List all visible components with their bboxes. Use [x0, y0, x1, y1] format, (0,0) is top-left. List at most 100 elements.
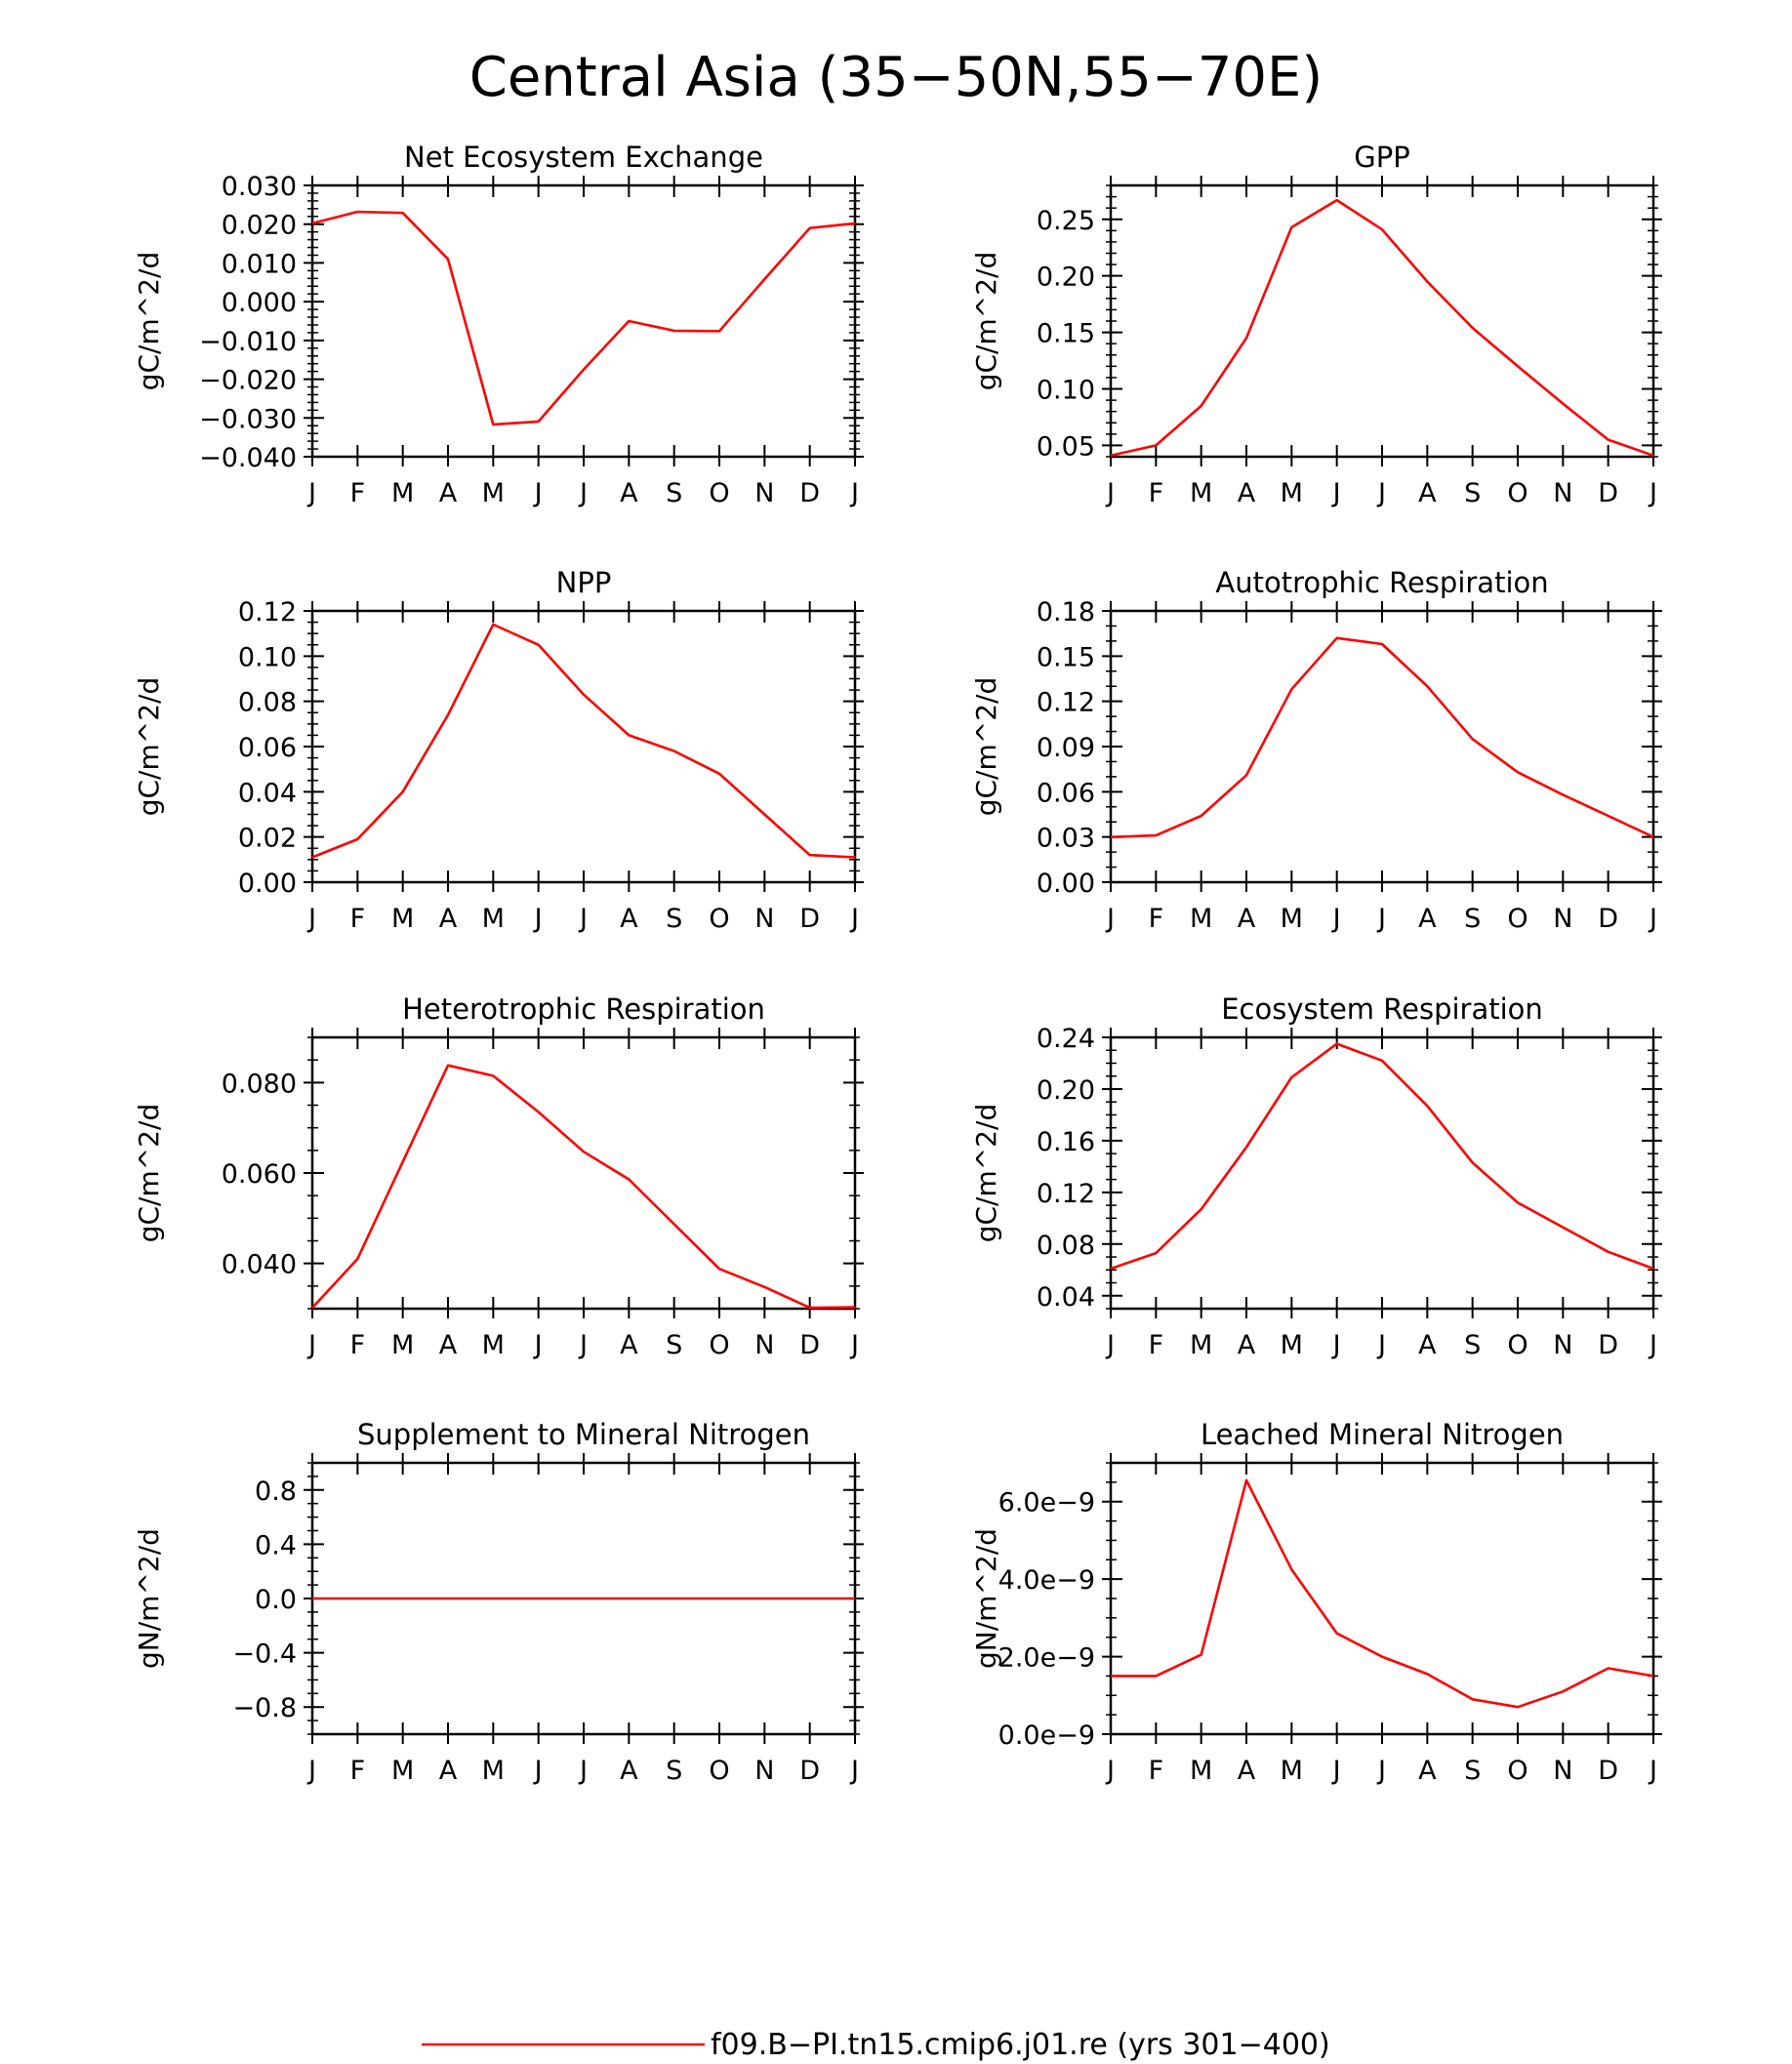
x-tick-label: J — [1105, 478, 1115, 508]
y-tick-label: 0.12 — [1037, 1179, 1095, 1209]
x-tick-label: J — [849, 1330, 859, 1360]
x-tick-label: F — [1149, 1756, 1164, 1786]
y-tick-label: 0.04 — [1037, 1282, 1095, 1313]
y-tick-label: 0.20 — [1037, 1075, 1095, 1106]
x-tick-label: A — [620, 1756, 638, 1786]
x-tick-label: M — [1190, 1330, 1212, 1360]
x-tick-label: M — [482, 1756, 505, 1786]
y-axis-label: gC/m^2/d — [133, 1104, 165, 1243]
x-tick-label: A — [1418, 478, 1437, 508]
panel-6: J F M A M J J A S O N D J0.040.080.120.160.200.24gC/… — [970, 992, 1662, 1360]
x-tick-label: A — [1238, 904, 1256, 934]
y-tick-label: 0.16 — [1037, 1127, 1095, 1157]
y-tick-label: 0.8 — [255, 1477, 297, 1507]
x-tick-label: J — [533, 1330, 543, 1360]
y-tick-label: 6.0e−9 — [998, 1488, 1095, 1518]
series-line-1 — [311, 623, 856, 859]
y-tick-label: 0.15 — [1037, 319, 1095, 349]
y-tick-label: 0.020 — [222, 211, 297, 241]
x-tick-label: S — [666, 904, 682, 934]
x-tick-label: N — [754, 1330, 774, 1360]
y-axis-label: gN/m^2/d — [970, 1528, 1002, 1669]
x-tick-label: S — [666, 478, 682, 508]
y-tick-label: 0.18 — [1037, 597, 1095, 627]
x-tick-label: A — [439, 1756, 458, 1786]
x-tick-label: N — [754, 904, 774, 934]
x-tick-label: J — [1376, 1330, 1386, 1360]
y-tick-label: 0.060 — [222, 1159, 297, 1190]
plot-frame — [310, 183, 857, 459]
y-tick-label: 0.04 — [238, 778, 297, 808]
x-tick-label: A — [1238, 1756, 1256, 1786]
panel-title: Leached Mineral Nitrogen — [1201, 1418, 1564, 1451]
x-tick-label: O — [1507, 904, 1527, 934]
y-tick-label: 0.09 — [1037, 733, 1095, 763]
x-tick-label: F — [350, 1330, 366, 1360]
x-tick-label: D — [799, 1330, 820, 1360]
x-tick-label: J — [1648, 478, 1657, 508]
x-tick-label: J — [1376, 1756, 1386, 1786]
x-tick-label: M — [391, 1330, 414, 1360]
x-tick-label: M — [1190, 904, 1212, 934]
x-tick-label: M — [1281, 904, 1303, 934]
series-line-1 — [1110, 1042, 1654, 1271]
x-tick-label: J — [306, 904, 316, 934]
x-tick-label: O — [709, 904, 729, 934]
x-tick-label: S — [1464, 1330, 1481, 1360]
y-tick-label: 0.08 — [1037, 1231, 1095, 1261]
x-tick-label: J — [306, 1756, 316, 1786]
x-tick-label: A — [620, 904, 638, 934]
x-tick-label: M — [391, 1756, 414, 1786]
x-tick-label: N — [754, 1756, 774, 1786]
y-tick-label: −0.010 — [199, 327, 297, 357]
x-tick-label: F — [1149, 478, 1164, 508]
panel-5: J F M A M J J A S O N D J0.0400.0600.080gC/m^2/dHete… — [133, 992, 864, 1360]
y-tick-label: 0.000 — [222, 288, 297, 318]
x-tick-label: J — [1376, 904, 1386, 934]
y-tick-label: 0.12 — [1037, 688, 1095, 718]
y-tick-label: 0.0 — [255, 1585, 297, 1615]
panel-title: GPP — [1354, 141, 1409, 174]
x-tick-label: D — [799, 1756, 820, 1786]
y-axis-label: gC/m^2/d — [133, 677, 165, 817]
y-tick-label: −0.030 — [199, 404, 297, 434]
panel-title: Heterotrophic Respiration — [402, 992, 765, 1026]
y-axis-label: gC/m^2/d — [970, 677, 1002, 817]
x-tick-label: J — [849, 904, 859, 934]
figure-title: Central Asia (35−50N,55−70E) — [469, 46, 1324, 109]
x-tick-label: F — [350, 478, 366, 508]
series-line-1 — [1110, 636, 1654, 838]
y-axis-label: gN/m^2/d — [133, 1528, 165, 1669]
x-tick-label: S — [1464, 478, 1481, 508]
plot-frame — [310, 1035, 857, 1311]
x-tick-label: J — [306, 1330, 316, 1360]
y-tick-label: 0.20 — [1037, 263, 1095, 293]
x-tick-label: J — [1331, 478, 1341, 508]
x-tick-label: N — [754, 478, 774, 508]
y-tick-label: 0.25 — [1037, 206, 1095, 236]
x-tick-label: J — [1331, 1756, 1341, 1786]
x-tick-label: N — [1553, 1330, 1572, 1360]
series-line-1 — [311, 1064, 856, 1310]
x-tick-label: O — [1507, 1756, 1527, 1786]
x-tick-label: F — [350, 1756, 366, 1786]
plot-frame — [1109, 1035, 1655, 1311]
x-tick-label: O — [1507, 1330, 1527, 1360]
legend: f09.B−PI.tn15.cmip6.j01.re (yrs 301−400) — [422, 2028, 1330, 2062]
y-tick-label: −0.8 — [232, 1693, 297, 1723]
x-tick-label: J — [1105, 1330, 1115, 1360]
x-tick-label: N — [1553, 904, 1572, 934]
legend-label: f09.B−PI.tn15.cmip6.j01.re (yrs 301−400) — [711, 2028, 1330, 2062]
x-tick-label: D — [1598, 904, 1618, 934]
y-tick-label: 4.0e−9 — [998, 1565, 1095, 1596]
x-tick-label: J — [533, 478, 543, 508]
x-tick-label: S — [666, 1756, 682, 1786]
y-tick-label: 0.15 — [1037, 642, 1095, 672]
y-axis-label: gC/m^2/d — [970, 252, 1002, 391]
x-tick-label: J — [1331, 904, 1341, 934]
y-tick-label: 0.4 — [255, 1530, 297, 1560]
x-tick-label: D — [1598, 1756, 1618, 1786]
series-line-1 — [311, 210, 856, 426]
y-tick-label: 0.02 — [238, 824, 297, 854]
y-tick-label: 0.06 — [238, 733, 297, 763]
